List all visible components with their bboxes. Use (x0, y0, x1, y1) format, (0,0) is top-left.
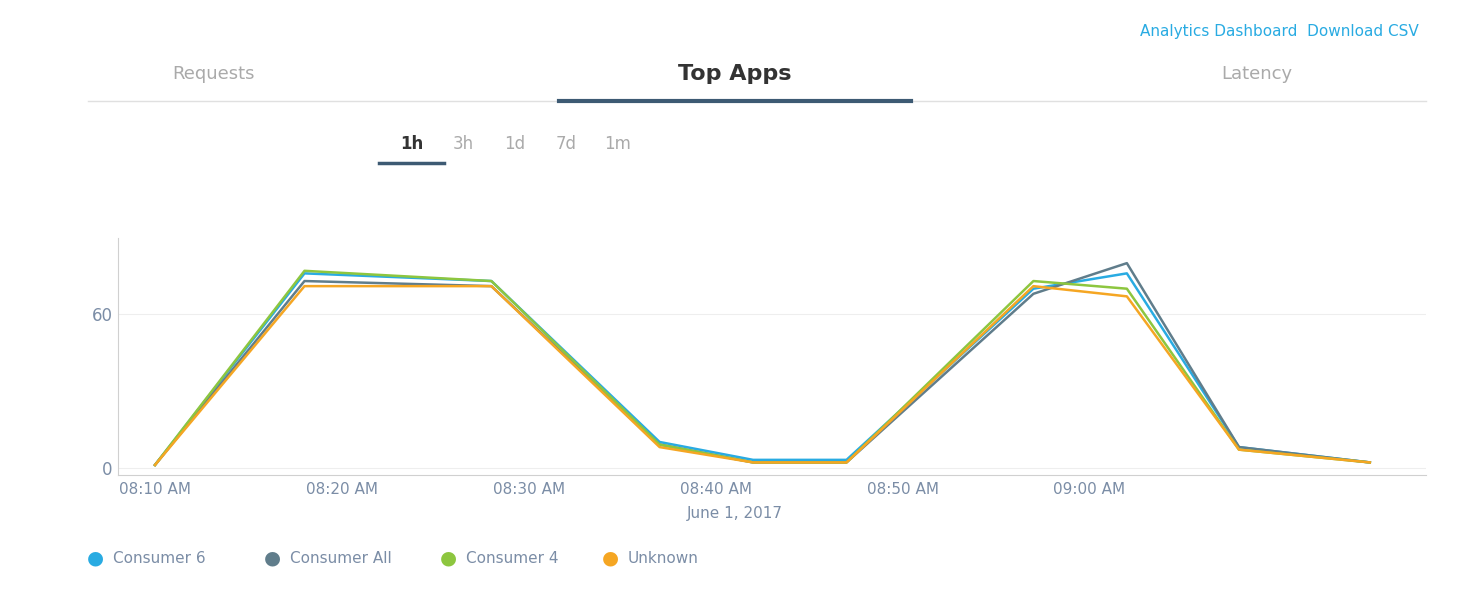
Text: Consumer 4: Consumer 4 (466, 551, 559, 566)
Text: Latency: Latency (1222, 65, 1292, 83)
Text: ●: ● (263, 549, 281, 568)
Text: 7d: 7d (556, 135, 576, 153)
Text: Consumer All: Consumer All (290, 551, 391, 566)
Text: June 1, 2017: June 1, 2017 (686, 506, 784, 522)
Text: 1d: 1d (504, 135, 525, 153)
Text: 1m: 1m (604, 135, 631, 153)
Text: ●: ● (87, 549, 104, 568)
Text: ●: ● (440, 549, 457, 568)
Text: Requests: Requests (172, 65, 254, 83)
Text: Unknown: Unknown (628, 551, 698, 566)
Text: Top Apps: Top Apps (678, 64, 792, 84)
Text: 1h: 1h (400, 135, 423, 153)
Text: ●: ● (601, 549, 619, 568)
Text: Consumer 6: Consumer 6 (113, 551, 206, 566)
Text: Analytics Dashboard  Download CSV: Analytics Dashboard Download CSV (1139, 24, 1419, 39)
Text: 3h: 3h (453, 135, 473, 153)
